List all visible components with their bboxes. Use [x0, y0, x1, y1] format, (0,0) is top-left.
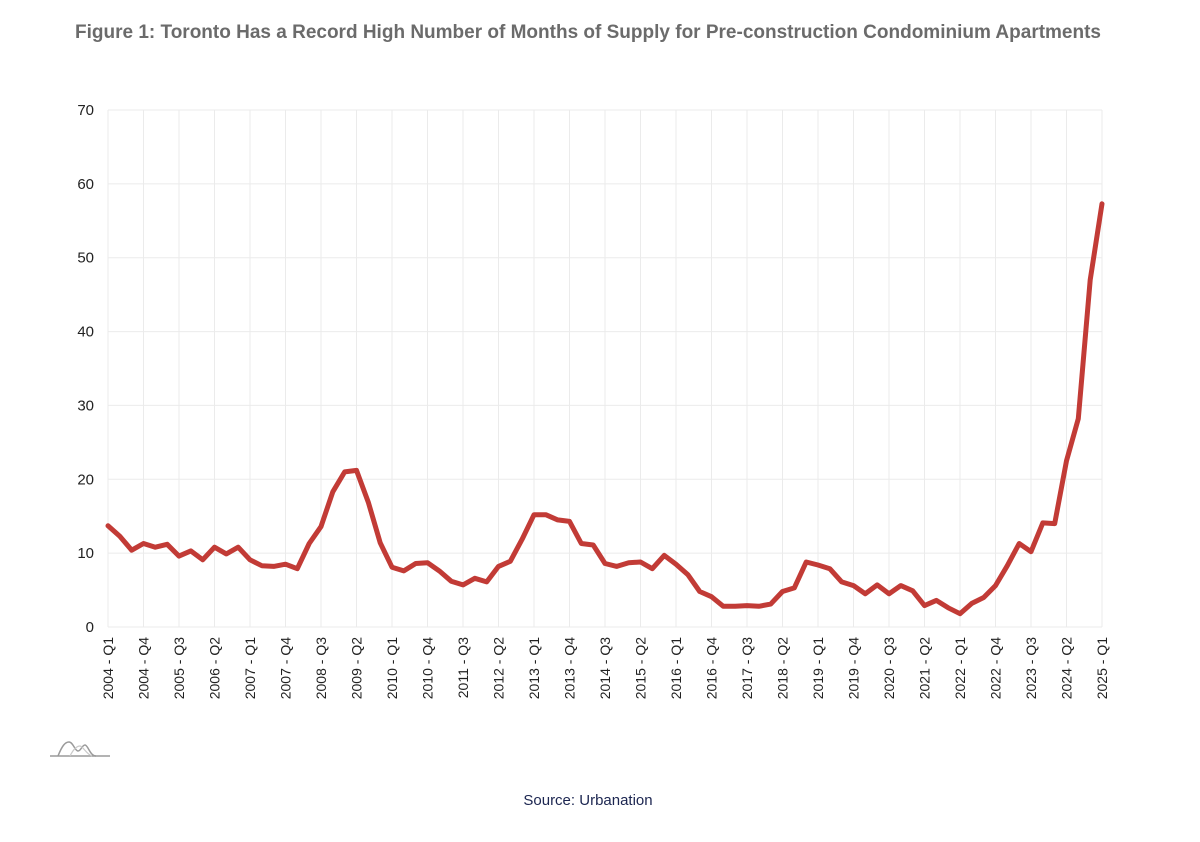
- x-tick-label: 2022 - Q4: [988, 637, 1004, 699]
- x-tick-label: 2023 - Q3: [1023, 637, 1039, 699]
- x-tick-label: 2005 - Q3: [171, 637, 187, 699]
- y-tick-label: 10: [77, 545, 94, 562]
- y-tick-label: 30: [77, 397, 94, 414]
- y-tick-label: 50: [77, 250, 94, 267]
- x-tick-label: 2018 - Q2: [775, 637, 791, 699]
- x-tick-label: 2025 - Q1: [1094, 637, 1110, 699]
- y-tick-label: 70: [77, 102, 94, 119]
- x-tick-label: 2013 - Q1: [526, 637, 542, 699]
- x-tick-label: 2011 - Q3: [455, 637, 471, 698]
- x-tick-label: 2019 - Q1: [810, 637, 826, 699]
- x-tick-label: 2016 - Q4: [704, 637, 720, 699]
- chart-source: Source: Urbanation: [523, 792, 653, 809]
- x-tick-label: 2019 - Q4: [846, 637, 862, 699]
- y-tick-label: 0: [86, 619, 94, 636]
- x-tick-label: 2012 - Q2: [491, 637, 507, 699]
- x-tick-label: 2020 - Q3: [881, 637, 897, 699]
- x-tick-label: 2009 - Q2: [349, 637, 365, 699]
- x-tick-label: 2007 - Q4: [278, 637, 294, 699]
- y-tick-label: 60: [77, 176, 94, 193]
- x-tick-label: 2024 - Q2: [1059, 637, 1075, 699]
- mountain-logo-icon: [50, 741, 110, 757]
- y-tick-label: 20: [77, 471, 94, 488]
- series-line-months-of-supply: [105, 201, 1105, 617]
- x-tick-label: 2021 - Q2: [917, 637, 933, 699]
- x-tick-label: 2010 - Q4: [420, 637, 436, 699]
- x-tick-label: 2016 - Q1: [668, 637, 684, 699]
- y-tick-label: 40: [77, 324, 94, 341]
- x-tick-label: 2013 - Q4: [562, 637, 578, 699]
- x-tick-label: 2017 - Q3: [739, 637, 755, 699]
- x-tick-label: 2015 - Q2: [633, 637, 649, 699]
- x-tick-label: 2022 - Q1: [952, 637, 968, 699]
- x-tick-label: 2010 - Q1: [384, 637, 400, 699]
- chart-title: Figure 1: Toronto Has a Record High Numb…: [74, 22, 1102, 43]
- x-tick-label: 2008 - Q3: [313, 637, 329, 699]
- x-tick-label: 2014 - Q3: [597, 637, 613, 699]
- x-tick-label: 2006 - Q2: [207, 637, 223, 699]
- x-tick-label: 2004 - Q4: [136, 637, 152, 699]
- x-tick-label: 2007 - Q1: [242, 637, 258, 699]
- x-tick-label: 2004 - Q1: [100, 637, 116, 699]
